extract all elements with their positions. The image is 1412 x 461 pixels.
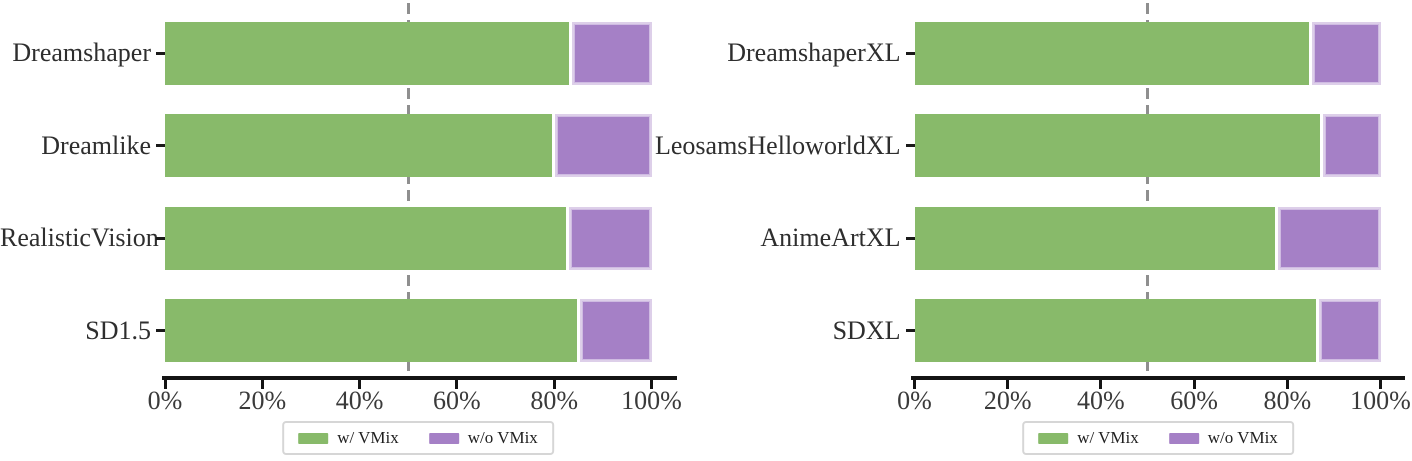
legend-label: w/ VMix <box>1077 428 1139 447</box>
bar-segment-with-vmix <box>165 21 570 85</box>
x-tick-label: 60% <box>433 386 481 415</box>
category-label: Dreamlike <box>41 130 151 160</box>
bar-segment-with-vmix <box>914 299 1316 362</box>
y-tick-mark <box>156 329 165 332</box>
bar-segment-without-vmix <box>1312 21 1381 85</box>
y-tick-mark <box>905 51 915 55</box>
legend-swatch-without-vmix-icon <box>428 432 459 444</box>
x-tick-mark <box>260 380 264 389</box>
reference-line-50pct <box>406 3 410 378</box>
bar-segment-without-vmix <box>568 206 652 270</box>
x-tick-mark <box>650 380 653 389</box>
bar-segment-with-vmix <box>914 21 1310 85</box>
bar-segment-without-vmix <box>1322 114 1381 177</box>
x-tick-mark <box>1006 380 1010 389</box>
y-tick-mark <box>156 144 165 147</box>
bar-segment-with-vmix <box>914 114 1320 177</box>
x-tick-label: 100% <box>1350 386 1411 415</box>
x-tick-mark <box>1285 380 1289 389</box>
legend: w/ VMix w/o VMix <box>282 421 554 455</box>
bar-row <box>165 206 652 270</box>
category-label: AnimeArtXL <box>760 223 901 252</box>
x-tick-label: 60% <box>1170 386 1218 415</box>
bar-row <box>914 206 1381 270</box>
legend-item: w/o VMix <box>428 428 538 448</box>
y-tick-mark <box>905 236 915 240</box>
legend-label: w/o VMix <box>467 428 538 447</box>
legend-item: w/o VMix <box>1168 428 1278 448</box>
x-tick-label: 0% <box>147 386 183 415</box>
x-tick-mark <box>358 380 362 389</box>
bar-segment-without-vmix <box>1318 299 1381 362</box>
x-tick-mark <box>913 380 916 389</box>
legend-swatch-without-vmix-icon <box>1168 432 1199 444</box>
x-tick-mark <box>1379 380 1382 389</box>
category-label: SDXL <box>832 315 901 345</box>
x-axis-line <box>911 376 1405 380</box>
bar-row <box>165 21 652 85</box>
category-label: SD1.5 <box>85 315 151 345</box>
bar-segment-with-vmix <box>914 206 1275 270</box>
x-tick-mark <box>163 380 167 389</box>
x-tick-mark <box>552 380 556 389</box>
bar-row <box>165 299 652 362</box>
x-tick-label: 0% <box>897 386 932 415</box>
y-tick-mark <box>156 236 165 240</box>
bar-row <box>914 299 1381 362</box>
y-tick-mark <box>905 329 915 332</box>
reference-line-50pct <box>1146 3 1149 378</box>
x-tick-mark <box>1192 380 1196 389</box>
legend-swatch-with-vmix-icon <box>1038 432 1069 444</box>
legend-label: w/ VMix <box>337 428 399 447</box>
plot-area <box>165 0 652 378</box>
x-tick-label: 100% <box>621 386 682 415</box>
x-axis-line <box>162 376 677 380</box>
bar-row <box>165 114 652 177</box>
legend: w/ VMix w/o VMix <box>1022 421 1294 455</box>
category-label: RealisticVision <box>0 223 159 252</box>
bar-segment-with-vmix <box>165 299 577 362</box>
x-tick-mark <box>1099 380 1103 389</box>
category-label: DreamshaperXL <box>727 38 901 67</box>
x-tick-label: 20% <box>238 386 287 415</box>
y-tick-mark <box>156 51 165 55</box>
y-tick-mark <box>905 144 915 147</box>
bar-segment-without-vmix <box>572 21 652 85</box>
x-tick-label: 40% <box>1077 386 1125 415</box>
category-label: LeosamsHelloworldXL <box>654 130 901 160</box>
bar-row <box>914 21 1381 85</box>
x-tick-label: 20% <box>983 386 1032 415</box>
bar-segment-without-vmix <box>554 114 652 177</box>
legend-item: w/ VMix <box>298 428 399 448</box>
bar-segment-with-vmix <box>165 114 552 177</box>
legend-item: w/ VMix <box>1038 428 1139 448</box>
plot-area <box>914 0 1381 378</box>
legend-swatch-with-vmix-icon <box>298 432 329 444</box>
x-tick-label: 40% <box>335 386 384 415</box>
x-tick-label: 80% <box>530 386 579 415</box>
bar-row <box>914 114 1381 177</box>
bar-segment-without-vmix <box>1277 206 1381 270</box>
x-tick-mark <box>455 380 459 389</box>
x-tick-label: 80% <box>1263 386 1312 415</box>
category-label: Dreamshaper <box>12 38 151 67</box>
bar-segment-with-vmix <box>165 206 566 270</box>
legend-label: w/o VMix <box>1207 428 1278 447</box>
bar-segment-without-vmix <box>579 299 652 362</box>
